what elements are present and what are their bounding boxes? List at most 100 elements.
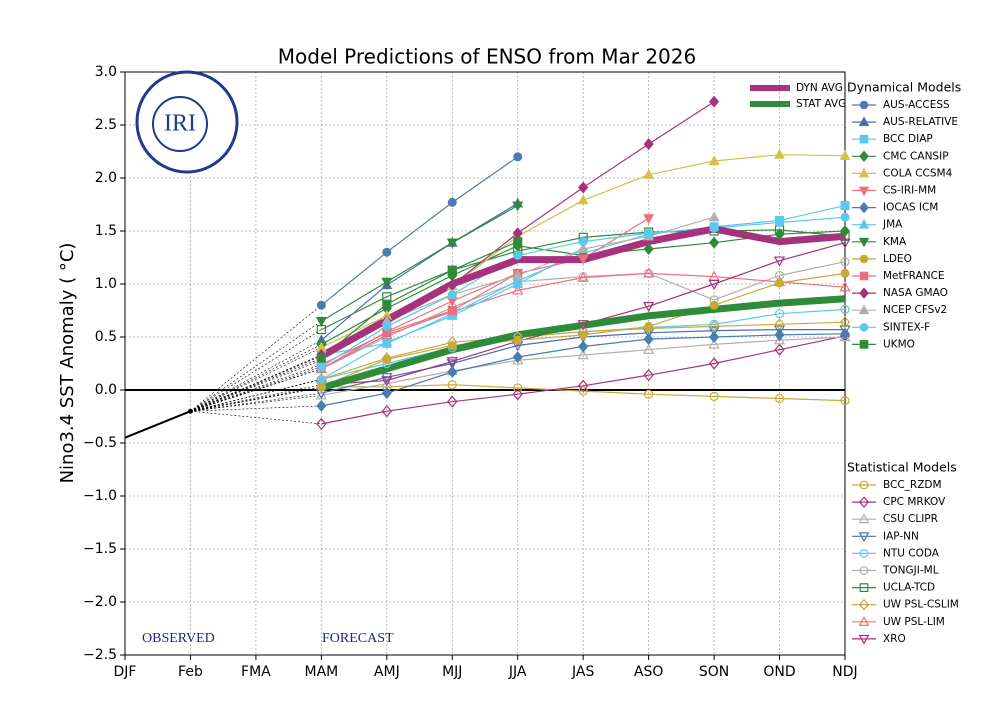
legend-label: IAP-NN	[883, 530, 919, 542]
point	[578, 386, 588, 396]
point	[643, 333, 654, 346]
point	[513, 152, 523, 162]
point	[577, 320, 589, 331]
point	[840, 212, 850, 222]
connector	[190, 366, 322, 412]
point	[316, 353, 326, 363]
connector	[190, 329, 322, 412]
connector	[190, 368, 322, 412]
point	[709, 300, 719, 310]
legend-label: IOCAS ICM	[883, 202, 938, 214]
point	[773, 256, 786, 267]
legend-marker	[859, 323, 869, 332]
point	[774, 328, 785, 341]
point	[446, 238, 458, 249]
legend-marker	[859, 150, 869, 163]
point	[577, 243, 589, 254]
legend-label: NCEP CFSv2	[883, 304, 947, 316]
point	[447, 366, 458, 378]
point	[840, 304, 850, 315]
x-tick-label: SON	[699, 664, 729, 680]
series-line	[321, 272, 518, 366]
legend-marker	[859, 134, 869, 144]
legend-label: CMC CANSIP	[883, 150, 949, 162]
point	[382, 321, 392, 331]
observed-line	[124, 410, 191, 439]
legend-marker	[858, 219, 870, 229]
point	[447, 290, 457, 300]
logo-inner	[152, 96, 208, 152]
connector	[190, 339, 322, 412]
point	[840, 268, 850, 278]
point	[643, 138, 654, 151]
point	[839, 316, 851, 329]
point	[381, 373, 393, 384]
x-tick-label: MAM	[304, 664, 338, 680]
point	[775, 278, 785, 288]
legend-marker	[858, 513, 870, 524]
point	[382, 354, 392, 364]
point	[316, 382, 326, 392]
point	[709, 391, 719, 401]
point	[577, 271, 589, 282]
logo: IRI	[135, 70, 239, 177]
legend-marker	[859, 271, 869, 281]
legend-label: KMA	[883, 236, 907, 248]
point	[578, 181, 589, 194]
legend-marker	[859, 598, 869, 611]
point	[446, 359, 458, 370]
point	[513, 383, 523, 393]
legend-label: BCC DIAP	[883, 133, 933, 145]
point	[839, 238, 851, 249]
legend-label: TONGJI-ML	[882, 565, 939, 577]
y-tick-label: 0.0	[95, 382, 117, 398]
point	[774, 393, 785, 404]
point	[708, 326, 720, 337]
legend-marker	[859, 340, 869, 349]
point	[382, 299, 392, 309]
point	[577, 194, 589, 205]
point	[578, 237, 588, 247]
y-tick-label: −2.0	[83, 594, 117, 610]
y-tick-label: 0.5	[95, 329, 117, 345]
point	[839, 149, 851, 160]
legend-marker	[858, 167, 870, 178]
point	[381, 336, 393, 347]
x-tick-label: DJF	[114, 664, 137, 680]
legend-marker	[858, 116, 870, 127]
series-line	[321, 272, 846, 370]
y-tick-label: 1.5	[95, 223, 117, 239]
point	[709, 223, 719, 233]
point	[709, 95, 720, 108]
point	[839, 225, 851, 237]
connector	[190, 395, 322, 412]
legend-marker	[858, 186, 870, 197]
legend-marker	[858, 237, 870, 248]
point	[512, 284, 524, 295]
legend-marker	[858, 304, 870, 315]
series-line	[321, 205, 518, 322]
legend-label: NTU CODA	[883, 547, 940, 559]
legend-label: CS-IRI-MM	[883, 185, 936, 197]
connector	[190, 344, 322, 412]
legend-marker	[858, 532, 870, 543]
point	[840, 396, 850, 406]
point	[382, 247, 392, 257]
point	[316, 362, 326, 372]
point	[644, 228, 654, 238]
annotation: OBSERVED	[142, 631, 215, 646]
point	[446, 309, 458, 320]
point	[447, 265, 457, 275]
series-line	[321, 156, 519, 306]
point	[708, 279, 720, 291]
point	[512, 351, 523, 364]
legend-marker	[859, 566, 869, 575]
series-line	[321, 336, 846, 396]
x-tick-label: FMA	[241, 664, 271, 680]
point	[381, 387, 392, 400]
y-tick-label: 1.0	[95, 276, 117, 292]
connector	[190, 347, 322, 412]
point	[839, 327, 851, 340]
x-tick-label: MJJ	[442, 664, 462, 680]
